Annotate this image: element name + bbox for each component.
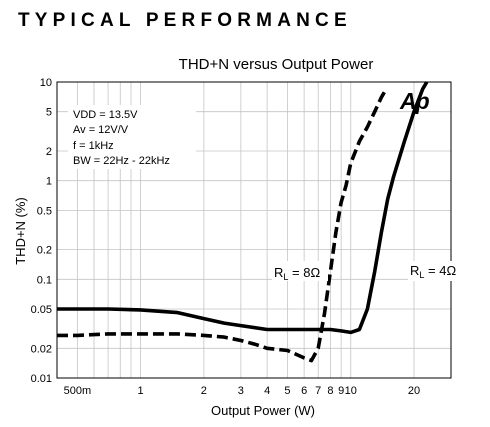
conditions-box [68,105,196,169]
y-axis-label: THD+N (%) [13,197,28,265]
x-tick-label: 20 [408,385,420,397]
x-tick-label: 500m [64,385,92,397]
series-label-8ohm: RL = 8Ω [274,265,320,282]
condition-f: f = 1kHz [73,140,114,152]
section-heading: TYPICAL PERFORMANCE [18,10,352,31]
x-tick-label: 2 [201,385,207,397]
label-8ohm-bg [272,261,328,281]
y-tick-label: 0.2 [37,245,52,257]
y-tick-label: 0.02 [31,343,52,355]
series-label-4ohm: RL = 4Ω [410,263,456,280]
label-4ohm-bg [408,261,464,281]
x-tick-label: 10 [345,385,357,397]
condition-av: Av = 12V/V [73,124,129,136]
y-tick-labels: 0.01 0.02 0.05 0.1 0.2 0.5 1 2 5 10 [31,77,52,385]
chart-title: THD+N versus Output Power [178,56,374,73]
y-tick-label: 0.1 [37,274,52,286]
y-tick-label: 0.01 [31,373,52,385]
y-tick-label: 1 [46,176,52,188]
condition-vdd: VDD = 13.5V [73,109,138,121]
series-lines [57,81,429,363]
x-tick-label: 7 [315,385,321,397]
series-line-4ohm [57,81,429,335]
x-tick-label: 8 [327,385,333,397]
y-tick-label: 2 [46,146,52,158]
y-tick-label: 0.05 [31,304,52,316]
ap-logo: Ap [399,88,430,114]
x-axis-label: Output Power (W) [211,403,315,418]
y-tick-label: 10 [40,77,52,89]
x-tick-label: 1 [138,385,144,397]
x-tick-labels: 500m 1 2 3 4 5 6 7 8 9 10 20 [64,385,421,397]
series-line-8ohm [57,90,387,363]
condition-bw: BW = 22Hz - 22kHz [73,155,170,167]
x-tick-label: 6 [301,385,307,397]
y-tick-label: 0.5 [37,205,52,217]
y-tick-label: 5 [46,107,52,119]
x-tick-label: 3 [238,385,244,397]
x-tick-label: 5 [284,385,290,397]
x-tick-label: 4 [264,385,270,397]
plot-frame [56,81,452,379]
x-tick-label: 9 [338,385,344,397]
